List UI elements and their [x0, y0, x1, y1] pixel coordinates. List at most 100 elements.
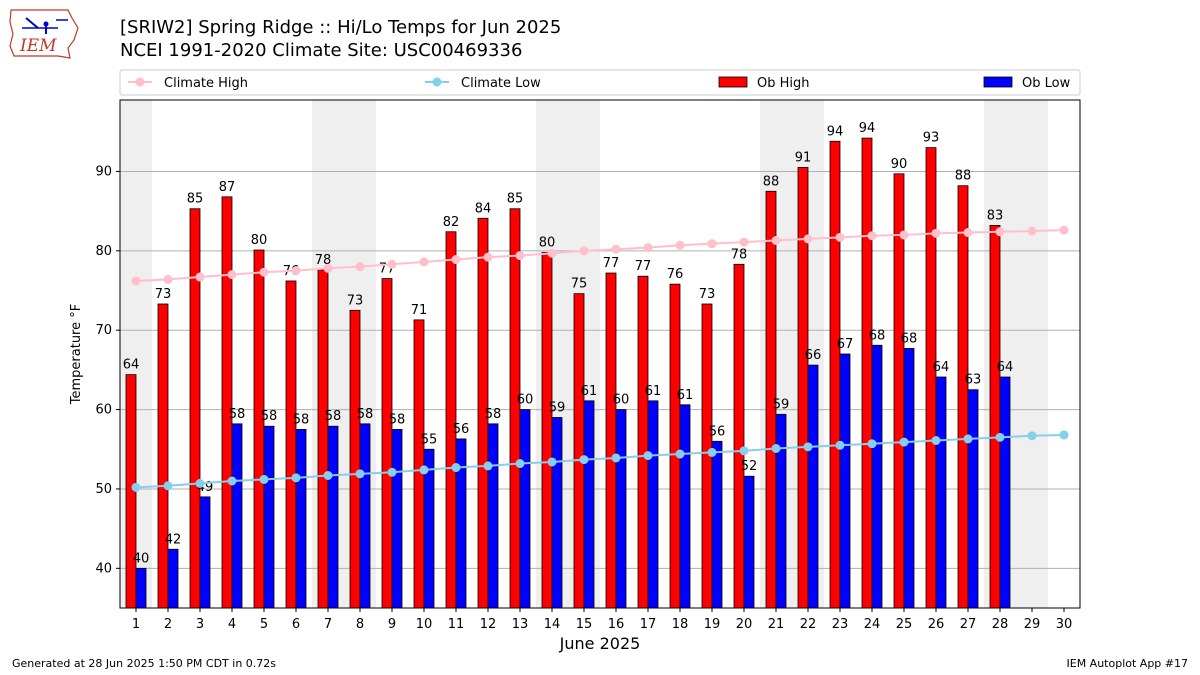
- climate-low-point: [227, 476, 237, 486]
- x-tick-label: 11: [448, 617, 465, 632]
- ob-high-label: 94: [827, 124, 844, 139]
- climate-low-point: [163, 481, 173, 491]
- legend-marker: [432, 77, 442, 87]
- climate-low-point: [195, 478, 205, 488]
- ob-high-bar: [605, 272, 617, 609]
- ob-low-bar: [519, 409, 531, 609]
- climate-high-point: [835, 232, 845, 242]
- x-tick-label: 20: [736, 617, 753, 632]
- ob-low-bar: [935, 376, 947, 609]
- climate-high-point: [355, 262, 365, 272]
- ob-low-label: 58: [389, 412, 406, 427]
- climate-low-point: [579, 455, 589, 465]
- climate-high-point: [547, 248, 557, 258]
- ob-low-bar: [391, 429, 403, 609]
- ob-low-label: 59: [773, 397, 790, 412]
- ob-high-bar: [157, 303, 169, 609]
- ob-high-bar: [349, 309, 361, 609]
- ob-low-label: 66: [805, 348, 822, 363]
- climate-low-point: [739, 446, 749, 456]
- x-tick-label: 27: [960, 617, 977, 632]
- ob-low-bar: [487, 423, 499, 609]
- climate-low-line: [135, 433, 1065, 489]
- footer-generated-text: Generated at 28 Jun 2025 1:50 PM CDT in …: [12, 657, 277, 670]
- ob-high-label: 87: [219, 180, 236, 195]
- ob-high-label: 90: [891, 157, 908, 172]
- climate-high-point: [643, 243, 653, 253]
- x-tick-label: 19: [704, 617, 721, 632]
- climate-low-point: [323, 470, 333, 480]
- ob-high-bar: [253, 249, 265, 609]
- ob-low-bar: [711, 440, 723, 609]
- legend-swatch: [718, 76, 748, 88]
- ob-high-bar: [797, 167, 809, 609]
- ob-low-bar: [967, 389, 979, 609]
- climate-low-point: [675, 449, 685, 459]
- ob-high-label: 80: [539, 235, 556, 250]
- climate-low-point: [771, 443, 781, 453]
- ob-low-label: 64: [933, 360, 950, 375]
- ob-high-label: 91: [795, 150, 812, 165]
- ob-low-bar: [199, 496, 211, 609]
- x-tick-label: 17: [640, 617, 657, 632]
- climate-high-point: [931, 228, 941, 238]
- climate-high-point: [195, 272, 205, 282]
- x-tick-label: 12: [480, 617, 497, 632]
- ob-high-bar: [541, 251, 553, 609]
- y-tick-label: 40: [95, 561, 112, 576]
- ob-low-label: 60: [517, 393, 534, 408]
- ob-high-label: 73: [155, 287, 172, 302]
- y-tick-label: 70: [95, 323, 112, 338]
- x-tick-label: 23: [832, 617, 849, 632]
- climate-low-point: [387, 467, 397, 477]
- ob-low-bar: [551, 417, 563, 609]
- climate-high-point: [387, 259, 397, 269]
- iem-logo: IEM: [9, 9, 79, 59]
- ob-high-label: 75: [571, 277, 588, 292]
- plot-area: 4050607080906473858780767873777182848580…: [69, 99, 1081, 653]
- x-tick-label: 13: [512, 617, 529, 632]
- ob-high-bar: [829, 140, 841, 609]
- climate-high-point: [1059, 225, 1069, 235]
- ob-high-label: 80: [251, 233, 268, 248]
- climate-high-point: [483, 252, 493, 262]
- chart-subtitle: NCEI 1991-2020 Climate Site: USC00469336: [120, 40, 523, 61]
- ob-low-bar: [231, 423, 243, 609]
- ob-high-label: 82: [443, 215, 460, 230]
- ob-low-label: 58: [293, 412, 310, 427]
- climate-low-point: [803, 442, 813, 452]
- legend: Climate High Climate Low Ob High Ob Low: [119, 69, 1081, 96]
- ob-high-label: 83: [987, 208, 1004, 223]
- ob-low-label: 56: [709, 424, 726, 439]
- ob-low-label: 64: [997, 360, 1014, 375]
- ob-low-bar: [839, 353, 851, 609]
- climate-low-point: [611, 453, 621, 463]
- climate-low-point: [867, 439, 877, 449]
- ob-low-label: 61: [677, 388, 694, 403]
- ob-high-bar: [221, 196, 233, 609]
- x-tick-label: 24: [864, 617, 881, 632]
- ob-high-bar: [381, 278, 393, 609]
- ob-high-bar: [509, 208, 521, 609]
- ob-low-bar: [295, 429, 307, 609]
- climate-low-point: [643, 451, 653, 461]
- logo-text: IEM: [19, 36, 57, 56]
- climate-high-point: [803, 234, 813, 244]
- ob-low-label: 42: [165, 532, 182, 547]
- ob-low-label: 56: [453, 422, 470, 437]
- climate-low-point: [995, 432, 1005, 442]
- ob-high-bar: [669, 283, 681, 609]
- ob-high-label: 71: [411, 303, 428, 318]
- x-tick-label: 14: [544, 617, 561, 632]
- x-tick-label: 6: [292, 617, 300, 632]
- ob-low-bar: [135, 567, 147, 609]
- ob-high-bar: [445, 231, 457, 609]
- climate-low-point: [835, 440, 845, 450]
- climate-high-point: [291, 266, 301, 276]
- ob-high-bar: [573, 293, 585, 609]
- ob-low-bar: [679, 404, 691, 609]
- climate-high-point: [899, 230, 909, 240]
- ob-high-label: 77: [635, 259, 652, 274]
- ob-high-label: 76: [667, 267, 684, 282]
- x-tick-label: 8: [356, 617, 364, 632]
